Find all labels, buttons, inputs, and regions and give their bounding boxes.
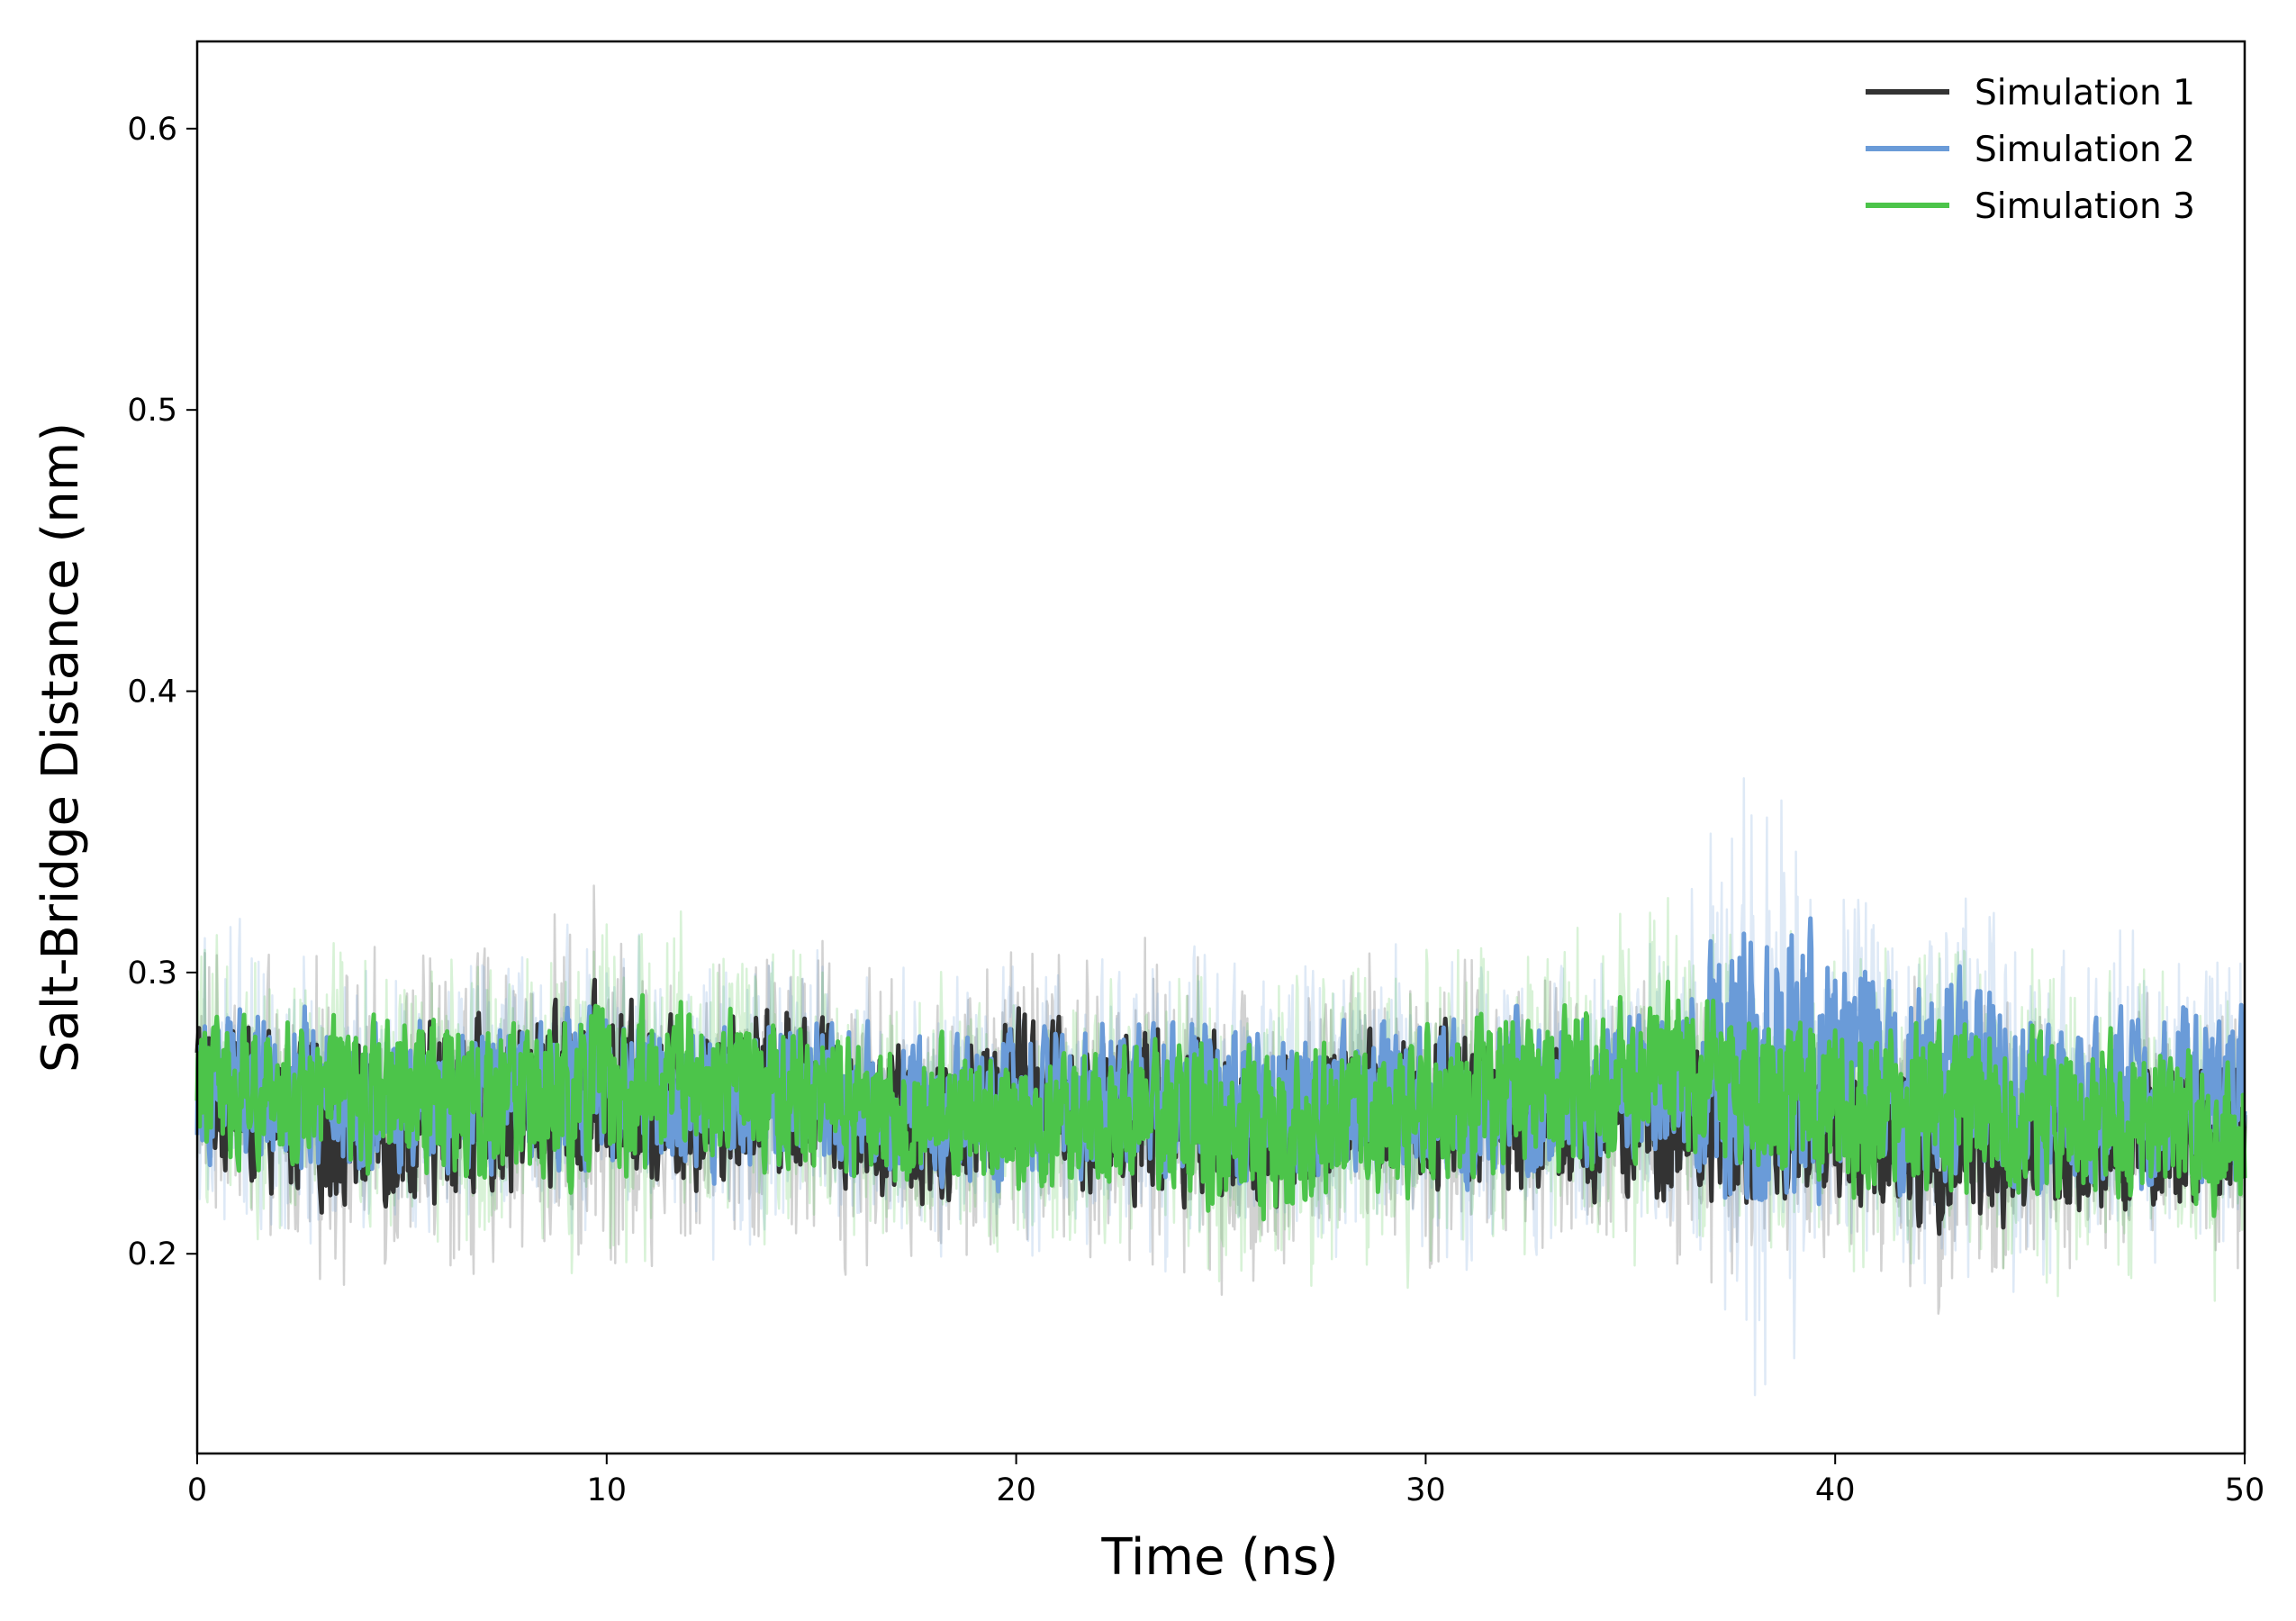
x-tick-label: 10	[587, 1472, 628, 1508]
x-tick-label: 30	[1406, 1472, 1446, 1508]
series-layer	[194, 916, 2247, 1236]
y-tick-label: 0.4	[127, 675, 177, 711]
y-tick-label: 0.2	[127, 1236, 177, 1272]
legend-label-simulation-3: Simulation 3	[1975, 186, 2195, 227]
plot-frame	[195, 40, 2246, 1455]
y-tick-label: 0.5	[127, 393, 177, 429]
series-line	[194, 979, 2247, 1222]
legend-label-simulation-2: Simulation 2	[1975, 130, 2195, 170]
x-tick-label: 40	[1815, 1472, 1856, 1508]
x-axis: 0 10 20 30 40 50	[187, 1453, 2264, 1508]
x-tick-label: 0	[187, 1472, 207, 1508]
y-tick-label: 0.6	[127, 112, 177, 148]
y-tick-label: 0.3	[127, 955, 177, 992]
legend: Simulation 1 Simulation 2 Simulation 3	[1866, 73, 2195, 227]
x-axis-title: Time (ns)	[1100, 1528, 1338, 1587]
y-axis-title: Salt-Bridge Distance (nm)	[32, 422, 90, 1073]
y-axis: 0.2 0.3 0.4 0.5 0.6	[127, 112, 197, 1272]
x-tick-label: 20	[996, 1472, 1036, 1508]
legend-label-simulation-1: Simulation 1	[1975, 73, 2195, 113]
x-tick-label: 50	[2225, 1472, 2265, 1508]
